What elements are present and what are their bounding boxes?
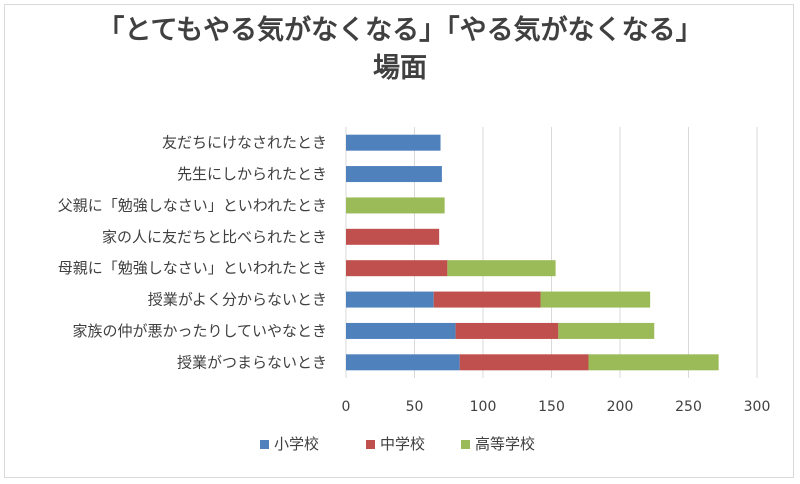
legend-label: 中学校 bbox=[380, 435, 425, 453]
bar-segment bbox=[455, 322, 559, 339]
bar-segment bbox=[346, 354, 460, 371]
x-tick-labels: 0 50 100 150 200 250 300 bbox=[342, 399, 771, 415]
gridlines bbox=[345, 127, 758, 378]
legend-swatch bbox=[366, 440, 375, 449]
bar-segment bbox=[447, 260, 556, 277]
chart-title-line2: 場面 bbox=[373, 53, 427, 84]
chart-title-line1: 「とてもやる気がなくなる」「やる気がなくなる」 bbox=[97, 15, 703, 46]
bar-segment bbox=[558, 322, 655, 339]
bar-segment bbox=[346, 322, 456, 339]
legend: 小学校 中学校 高等学校 bbox=[260, 435, 535, 453]
bars bbox=[346, 134, 719, 371]
category-label: 先生にしかられたとき bbox=[177, 165, 327, 183]
bar-segment bbox=[346, 134, 441, 151]
x-tick-label: 300 bbox=[744, 399, 771, 415]
bar-segment bbox=[540, 291, 651, 308]
legend-label: 小学校 bbox=[274, 435, 319, 453]
legend-label: 高等学校 bbox=[475, 435, 535, 453]
x-tick-label: 50 bbox=[406, 399, 424, 415]
category-label: 母親に「勉強しなさい」といわれたとき bbox=[58, 259, 327, 277]
x-tick-label: 100 bbox=[470, 399, 497, 415]
x-tick-label: 0 bbox=[342, 399, 351, 415]
x-tick-label: 250 bbox=[675, 399, 702, 415]
bar-segment bbox=[346, 260, 448, 277]
legend-swatch bbox=[260, 440, 269, 449]
category-label: 授業がつまらないとき bbox=[177, 353, 327, 371]
category-labels: 友だちにけなされたとき先生にしかられたとき父親に「勉強しなさい」といわれたとき家… bbox=[58, 134, 327, 372]
category-label: 父親に「勉強しなさい」といわれたとき bbox=[58, 196, 327, 214]
chart-title: 「とてもやる気がなくなる」「やる気がなくなる」 場面 bbox=[0, 12, 800, 88]
bar-segment bbox=[346, 166, 442, 183]
bar-segment bbox=[346, 228, 440, 245]
bar-segment bbox=[346, 197, 445, 214]
bar-segment bbox=[588, 354, 719, 371]
category-label: 家族の仲が悪かったりしていやなとき bbox=[72, 322, 327, 340]
x-tick-label: 150 bbox=[538, 399, 565, 415]
category-label: 家の人に友だちと比べられたとき bbox=[102, 228, 327, 246]
bar-segment bbox=[433, 291, 541, 308]
bar-segment bbox=[346, 291, 434, 308]
category-label: 授業がよく分からないとき bbox=[148, 291, 327, 309]
category-label: 友だちにけなされたとき bbox=[162, 134, 327, 152]
legend-swatch bbox=[461, 440, 470, 449]
x-tick-label: 200 bbox=[607, 399, 634, 415]
bar-segment bbox=[459, 354, 589, 371]
